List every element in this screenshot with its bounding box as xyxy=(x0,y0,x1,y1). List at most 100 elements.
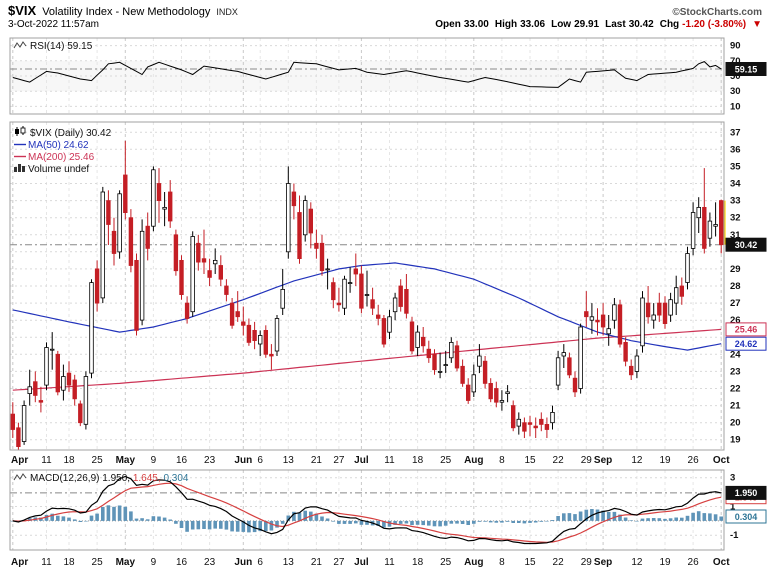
svg-text:Sep: Sep xyxy=(594,455,612,466)
symbol-name: Volatility Index - New Methodology xyxy=(42,6,211,18)
svg-text:23: 23 xyxy=(204,557,216,568)
svg-text:Jun: Jun xyxy=(234,455,252,466)
svg-text:30: 30 xyxy=(730,86,741,97)
svg-text:12: 12 xyxy=(631,557,643,568)
svg-text:Sep: Sep xyxy=(594,557,612,568)
axis-value-box: 1.950 xyxy=(725,485,767,500)
svg-text:10: 10 xyxy=(730,101,741,112)
macd-legend: MACD(12,26,9) 1.950, 1.645, 0.304 xyxy=(13,473,189,484)
chart-canvas[interactable]: 90 70 50 30 10 59.15 RSI(14) 59.15 37 36 35 34 33 32… xyxy=(0,30,768,581)
svg-text:Jun: Jun xyxy=(234,557,252,568)
x-axis-labels-bottom: Apr 11 18 25 May 9 16 23 Jun 6 13 21 27 Jul 11 18 25 Aug 8… xyxy=(11,557,730,568)
svg-text:11: 11 xyxy=(384,455,395,466)
svg-text:May: May xyxy=(116,455,136,466)
last-value: 30.42 xyxy=(628,19,654,30)
svg-text:Apr: Apr xyxy=(11,557,28,568)
rsi-line xyxy=(12,61,722,88)
svg-text:Oct: Oct xyxy=(713,455,730,466)
svg-text:12: 12 xyxy=(631,455,643,466)
svg-text:-1: -1 xyxy=(730,530,739,541)
svg-text:16: 16 xyxy=(176,557,188,568)
svg-text:May: May xyxy=(116,557,136,568)
svg-text:22: 22 xyxy=(553,455,565,466)
axis-value-box: 59.15 xyxy=(725,62,767,76)
high-label: High xyxy=(494,19,518,30)
svg-text:22: 22 xyxy=(730,384,741,395)
svg-text:90: 90 xyxy=(730,41,741,52)
svg-text:0.304: 0.304 xyxy=(735,512,758,522)
svg-text:27: 27 xyxy=(333,557,345,568)
svg-text:Aug: Aug xyxy=(464,557,483,568)
chart-datetime: 3-Oct-2022 11:57am xyxy=(8,19,99,30)
svg-text:29: 29 xyxy=(730,264,741,275)
svg-text:6: 6 xyxy=(257,455,263,466)
macd-histogram xyxy=(11,505,723,533)
macd-line xyxy=(12,475,722,545)
svg-text:27: 27 xyxy=(333,455,345,466)
svg-text:70: 70 xyxy=(730,56,741,67)
svg-text:15: 15 xyxy=(524,557,536,568)
open-label: Open xyxy=(435,19,461,30)
svg-text:32: 32 xyxy=(730,213,741,224)
price-panel: 37 36 35 34 33 32 31 29 28 27 26 24 23 22 21 20 19 25.46 2… xyxy=(9,121,767,451)
quote-strip: Open 33.00 High 33.06 Low 29.91 Last 30.42 C… xyxy=(435,19,762,30)
rsi-line-icon xyxy=(13,41,27,49)
svg-text:MA(200) 25.46: MA(200) 25.46 xyxy=(28,152,95,163)
svg-text:25: 25 xyxy=(440,557,452,568)
svg-text:8: 8 xyxy=(499,455,505,466)
svg-text:11: 11 xyxy=(384,557,395,568)
svg-text:25.46: 25.46 xyxy=(735,325,758,335)
svg-text:Oct: Oct xyxy=(713,557,730,568)
chg-label: Chg xyxy=(659,19,680,30)
svg-text:31: 31 xyxy=(730,230,741,241)
svg-text:21: 21 xyxy=(311,455,323,466)
svg-text:26: 26 xyxy=(730,315,741,326)
svg-text:13: 13 xyxy=(283,557,295,568)
svg-text:33: 33 xyxy=(730,196,741,207)
svg-text:1.950: 1.950 xyxy=(735,488,758,498)
svg-text:28: 28 xyxy=(730,281,741,292)
svg-text:25: 25 xyxy=(92,455,104,466)
svg-text:25: 25 xyxy=(92,557,104,568)
svg-text:29: 29 xyxy=(581,557,593,568)
svg-text:24: 24 xyxy=(730,349,741,360)
svg-text:11: 11 xyxy=(41,455,52,466)
svg-text:Jul: Jul xyxy=(354,557,369,568)
svg-text:23: 23 xyxy=(730,366,741,377)
last-label: Last xyxy=(605,19,626,30)
svg-text:Apr: Apr xyxy=(11,455,28,466)
axis-value-box: 0.304 xyxy=(725,509,767,524)
low-label: Low xyxy=(551,19,572,30)
svg-text:11: 11 xyxy=(41,557,52,568)
macd-line-icon xyxy=(13,473,27,481)
svg-text:35: 35 xyxy=(730,161,741,172)
svg-text:19: 19 xyxy=(659,455,671,466)
svg-text:18: 18 xyxy=(63,455,75,466)
x-axis-labels-top: Apr 11 18 25 May 9 16 23 Jun 6 13 21 27 Jul 11 18 25 Aug 8… xyxy=(11,455,730,466)
svg-text:50: 50 xyxy=(730,71,741,82)
svg-text:MACD(12,26,9) 1.950, 1.645, 0.: MACD(12,26,9) 1.950, 1.645, 0.304 xyxy=(30,473,189,484)
svg-text:1: 1 xyxy=(730,502,736,513)
macd-signal-line xyxy=(12,482,722,543)
high-value: 33.06 xyxy=(520,19,546,30)
rsi-panel: 90 70 50 30 10 59.15 RSI(14) 59.15 xyxy=(9,37,767,115)
svg-text:37: 37 xyxy=(730,127,741,138)
svg-text:8: 8 xyxy=(499,557,505,568)
svg-text:26: 26 xyxy=(688,455,700,466)
svg-text:13: 13 xyxy=(283,455,295,466)
chart-header: $VIX Volatility Index - New Methodology … xyxy=(0,0,768,30)
svg-text:36: 36 xyxy=(730,144,741,155)
svg-text:19: 19 xyxy=(730,435,741,446)
svg-text:16: 16 xyxy=(176,455,188,466)
svg-text:MA(50) 24.62: MA(50) 24.62 xyxy=(28,140,89,151)
svg-text:19: 19 xyxy=(659,557,671,568)
svg-text:6: 6 xyxy=(257,557,263,568)
svg-text:24.62: 24.62 xyxy=(735,339,758,349)
svg-text:9: 9 xyxy=(151,557,157,568)
stockcharts-credit-link[interactable]: ©StockCharts.com xyxy=(672,7,762,18)
rsi-legend: RSI(14) 59.15 xyxy=(13,41,93,52)
svg-text:30.42: 30.42 xyxy=(735,240,758,250)
